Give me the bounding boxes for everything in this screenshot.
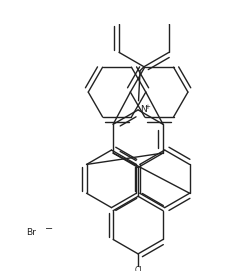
Text: −: − (45, 224, 53, 234)
Text: Cl: Cl (134, 266, 142, 271)
Text: N: N (140, 105, 147, 114)
Text: +: + (144, 104, 150, 110)
Text: Br: Br (26, 228, 36, 237)
